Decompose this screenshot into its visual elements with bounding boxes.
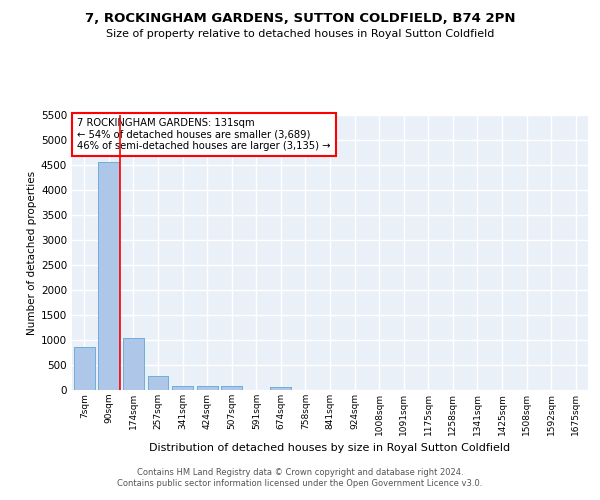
Bar xyxy=(98,162,119,390)
Bar xyxy=(123,338,144,390)
Bar xyxy=(98,162,119,390)
Bar xyxy=(221,386,242,390)
Bar xyxy=(197,386,218,390)
Bar xyxy=(148,376,169,390)
Bar xyxy=(74,346,95,390)
Text: Contains HM Land Registry data © Crown copyright and database right 2024.
Contai: Contains HM Land Registry data © Crown c… xyxy=(118,468,482,487)
X-axis label: Distribution of detached houses by size in Royal Sutton Coldfield: Distribution of detached houses by size … xyxy=(149,443,511,453)
Bar xyxy=(197,386,218,390)
Bar xyxy=(271,387,292,390)
Bar xyxy=(172,386,193,390)
Text: 7 ROCKINGHAM GARDENS: 131sqm
← 54% of detached houses are smaller (3,689)
46% of: 7 ROCKINGHAM GARDENS: 131sqm ← 54% of de… xyxy=(77,118,331,151)
Bar xyxy=(271,387,292,390)
Y-axis label: Number of detached properties: Number of detached properties xyxy=(27,170,37,334)
Bar xyxy=(123,338,144,390)
Bar xyxy=(148,376,169,390)
Text: Size of property relative to detached houses in Royal Sutton Coldfield: Size of property relative to detached ho… xyxy=(106,29,494,39)
Bar xyxy=(221,386,242,390)
Text: 7, ROCKINGHAM GARDENS, SUTTON COLDFIELD, B74 2PN: 7, ROCKINGHAM GARDENS, SUTTON COLDFIELD,… xyxy=(85,12,515,26)
Bar xyxy=(172,386,193,390)
Bar xyxy=(74,346,95,390)
